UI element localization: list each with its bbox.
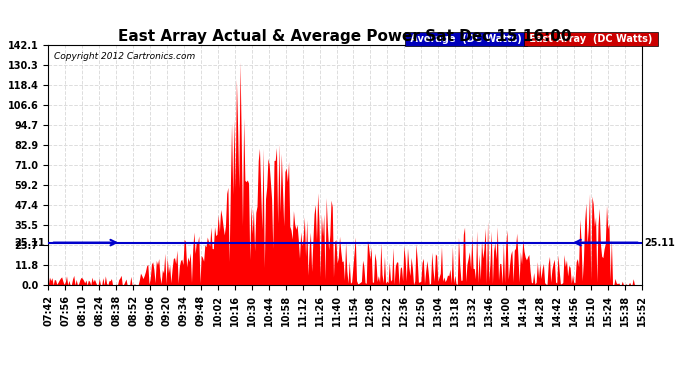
- Text: 25.11: 25.11: [644, 238, 676, 248]
- Text: 25.11: 25.11: [14, 238, 46, 248]
- Text: Average  (DC Watts): Average (DC Watts): [407, 34, 525, 44]
- Text: East Array  (DC Watts): East Array (DC Watts): [526, 34, 656, 44]
- Title: East Array Actual & Average Power Sat Dec 15 16:00: East Array Actual & Average Power Sat De…: [118, 29, 572, 44]
- Text: Copyright 2012 Cartronics.com: Copyright 2012 Cartronics.com: [55, 52, 195, 61]
